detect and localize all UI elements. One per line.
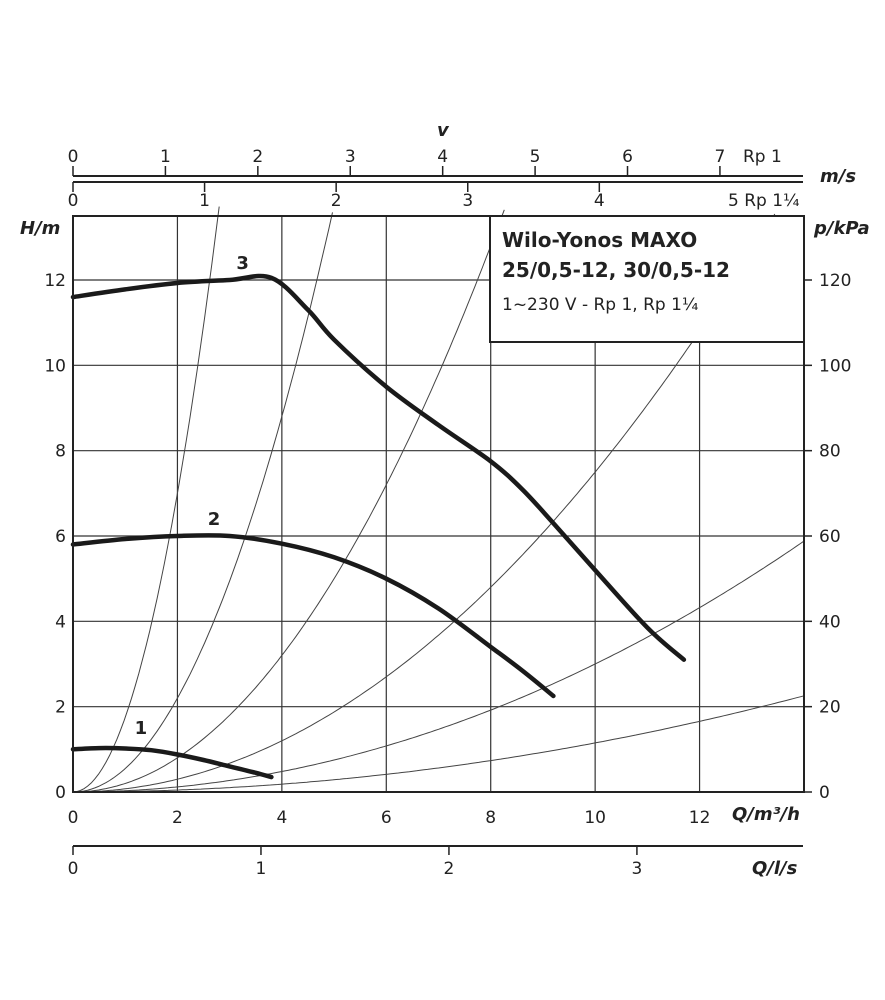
top-axis-2-tick-label: 2 xyxy=(331,191,342,211)
top-axis-label: v xyxy=(437,120,450,141)
legend-frame xyxy=(489,215,805,343)
top-axis-1-tick-label: 5 xyxy=(530,147,541,167)
plot-frame xyxy=(72,215,805,793)
y2-tick-label: 80 xyxy=(819,442,841,462)
chart-title: Wilo-Yonos MAXO xyxy=(502,228,697,252)
top-axis-1-tick-label: 0 xyxy=(68,147,79,167)
system-curve xyxy=(73,540,805,793)
top-axis-unit: m/s xyxy=(820,166,856,187)
system-curve xyxy=(72,206,220,793)
y-axis-label: H/m xyxy=(20,218,60,239)
y-tick-label: 0 xyxy=(55,783,66,803)
top-axis-1-tick-label: 6 xyxy=(622,147,633,167)
x-tick-label: 10 xyxy=(584,808,606,828)
y-tick-label: 10 xyxy=(44,356,66,376)
bottom-axis-tick-label: 0 xyxy=(68,859,79,879)
system-curve xyxy=(73,695,805,793)
y-tick-label: 6 xyxy=(55,527,66,547)
y-tick-label: 8 xyxy=(55,442,66,462)
y-tick-label: 4 xyxy=(55,612,66,632)
top-axis-1-tick-label: 7 xyxy=(715,147,726,167)
top-axis-1-end-label: Rp 1 xyxy=(743,147,782,167)
top-axis-1-tick-label: 4 xyxy=(437,147,448,167)
chart-subtitle: 25/0,5-12, 30/0,5-12 xyxy=(502,258,730,282)
x-tick-label: 0 xyxy=(68,808,79,828)
curve-label-1: 1 xyxy=(135,718,148,739)
x-axis-label: Q/m³/h xyxy=(732,804,800,825)
chart-note: 1~230 V - Rp 1, Rp 1¼ xyxy=(502,295,698,315)
curve-label-3: 3 xyxy=(236,253,249,274)
y2-tick-label: 0 xyxy=(819,783,830,803)
top-axis-1-tick-label: 1 xyxy=(160,147,171,167)
pump-curve-3 xyxy=(70,273,687,662)
top-axis-2-tick-label: 1 xyxy=(199,191,210,211)
top-axis-1-tick-label: 2 xyxy=(252,147,263,167)
y2-axis-label: p/kPa xyxy=(813,218,870,239)
system-curve xyxy=(73,209,505,793)
legend-box: Wilo-Yonos MAXO 25/0,5-12, 30/0,5-12 1~2… xyxy=(489,215,805,343)
y-tick-label: 2 xyxy=(55,698,66,718)
bottom-axis-tick-label: 3 xyxy=(632,859,643,879)
bottom-axis-tick-label: 1 xyxy=(256,859,267,879)
top-axis-1-tick-label: 3 xyxy=(345,147,356,167)
y2-tick-label: 60 xyxy=(819,527,841,547)
x-tick-label: 2 xyxy=(172,808,183,828)
x-tick-label: 12 xyxy=(689,808,711,828)
y2-tick-label: 100 xyxy=(819,356,851,376)
curve-labels: 1 2 3 xyxy=(135,253,249,739)
curve-label-2: 2 xyxy=(208,509,221,530)
x-tick-label: 4 xyxy=(276,808,287,828)
y-tick-label: 12 xyxy=(44,271,66,291)
system-curves xyxy=(72,206,805,793)
y2-tick-label: 120 xyxy=(819,271,851,291)
bottom-axis-label: Q/l/s xyxy=(752,858,798,879)
pump-curve-2 xyxy=(70,533,556,699)
y2-tick-label: 40 xyxy=(819,612,841,632)
system-curve xyxy=(73,213,776,793)
top-axis-2-tick-label: 4 xyxy=(594,191,605,211)
y2-tick-label: 20 xyxy=(819,698,841,718)
bottom-axis-tick-label: 2 xyxy=(444,859,455,879)
top-axis-2-end-label: 5 Rp 1¼ xyxy=(728,191,800,211)
top-axis-2-tick-label: 0 xyxy=(68,191,79,211)
top-axis-2-tick-label: 3 xyxy=(462,191,473,211)
system-curve xyxy=(72,212,333,793)
pump-curves xyxy=(70,273,687,780)
x-tick-label: 8 xyxy=(485,808,496,828)
pump-curve-1 xyxy=(70,745,274,780)
x-tick-label: 6 xyxy=(381,808,392,828)
